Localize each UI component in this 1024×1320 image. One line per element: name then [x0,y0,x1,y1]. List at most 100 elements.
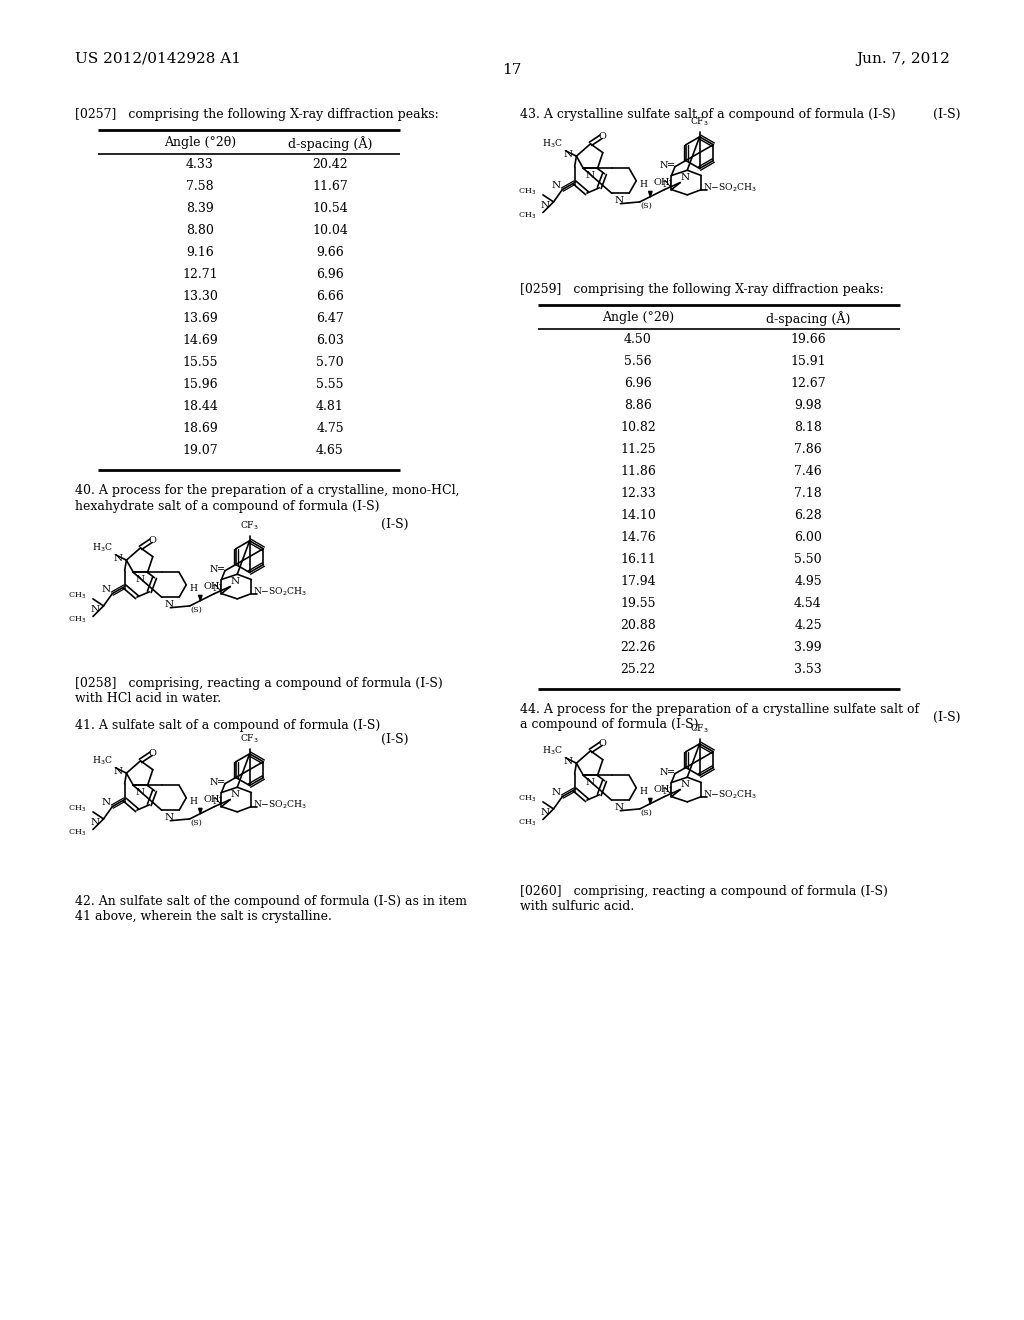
Text: 9.98: 9.98 [795,399,822,412]
Text: CH$_3$: CH$_3$ [68,803,86,813]
Text: N: N [213,797,222,805]
Text: 8.86: 8.86 [624,399,652,412]
Text: [0258]   comprising, reacting a compound of formula (I-S): [0258] comprising, reacting a compound o… [75,677,442,690]
Text: d-spacing (Å): d-spacing (Å) [766,312,850,326]
Text: O: O [148,750,157,758]
Text: N: N [135,576,144,585]
Text: 12.71: 12.71 [182,268,218,281]
Text: N: N [663,787,672,796]
Text: 7.46: 7.46 [795,465,822,478]
Text: CH$_3$: CH$_3$ [68,590,86,601]
Text: H$_3$C: H$_3$C [542,137,562,150]
Text: (S): (S) [641,202,652,210]
Text: N$\!\!=$: N$\!\!=$ [658,767,675,777]
Text: N$\!\!=$: N$\!\!=$ [209,564,225,574]
Text: O: O [148,536,157,545]
Text: 10.04: 10.04 [312,224,348,238]
Polygon shape [199,808,202,813]
Text: 43. A crystalline sulfate salt of a compound of formula (I-S): 43. A crystalline sulfate salt of a comp… [520,108,896,121]
Text: d-spacing (Å): d-spacing (Å) [288,136,372,150]
Text: [0257]   comprising the following X-ray diffraction peaks:: [0257] comprising the following X-ray di… [75,108,438,121]
Text: O: O [599,739,607,748]
Text: 3.53: 3.53 [795,663,822,676]
Text: 7.18: 7.18 [795,487,822,500]
Text: 12.67: 12.67 [791,378,825,389]
Text: N$\!\!=$: N$\!\!=$ [209,776,225,788]
Text: N: N [564,150,572,158]
Text: OH: OH [204,795,220,804]
Text: (I-S): (I-S) [381,733,408,746]
Text: N: N [552,788,560,797]
Text: N: N [615,803,624,812]
Text: 15.91: 15.91 [791,355,825,368]
Text: [0260]   comprising, reacting a compound of formula (I-S): [0260] comprising, reacting a compound o… [520,884,888,898]
Text: hexahydrate salt of a compound of formula (I-S): hexahydrate salt of a compound of formul… [75,500,380,513]
Text: N: N [552,181,560,190]
Text: CH$_3$: CH$_3$ [518,211,536,222]
Text: 44. A process for the preparation of a crystalline sulfate salt of: 44. A process for the preparation of a c… [520,704,920,715]
Text: 18.69: 18.69 [182,422,218,436]
Text: CF$_3$: CF$_3$ [241,733,259,744]
Text: N: N [101,585,111,594]
Text: a compound of formula (I-S): a compound of formula (I-S) [520,718,698,731]
Text: CH$_3$: CH$_3$ [518,818,536,828]
Text: 4.33: 4.33 [186,158,214,172]
Text: 22.26: 22.26 [621,642,655,653]
Text: N: N [541,201,550,210]
Text: 6.96: 6.96 [624,378,652,389]
Text: 16.11: 16.11 [621,553,656,566]
Text: 8.18: 8.18 [794,421,822,434]
Text: N: N [230,789,240,799]
Text: 41. A sulfate salt of a compound of formula (I-S): 41. A sulfate salt of a compound of form… [75,719,380,733]
Text: N$-$SO$_2$CH$_3$: N$-$SO$_2$CH$_3$ [703,182,758,194]
Text: 6.66: 6.66 [316,290,344,304]
Text: with HCl acid in water.: with HCl acid in water. [75,692,221,705]
Text: H$_3$C: H$_3$C [91,755,113,767]
Text: N: N [680,173,689,182]
Text: CF$_3$: CF$_3$ [241,520,259,532]
Text: 19.55: 19.55 [621,597,655,610]
Text: US 2012/0142928 A1: US 2012/0142928 A1 [75,51,241,66]
Text: 20.88: 20.88 [621,619,656,632]
Text: N: N [165,813,174,822]
Text: 14.10: 14.10 [621,510,656,521]
Text: 8.39: 8.39 [186,202,214,215]
Text: H: H [189,797,198,805]
Text: 11.67: 11.67 [312,180,348,193]
Text: 17: 17 [503,63,521,77]
Text: 10.82: 10.82 [621,421,656,434]
Text: 4.75: 4.75 [316,422,344,436]
Text: N$-$SO$_2$CH$_3$: N$-$SO$_2$CH$_3$ [253,586,307,598]
Text: 3.99: 3.99 [795,642,822,653]
Text: 17.94: 17.94 [621,576,655,587]
Text: 41 above, wherein the salt is crystalline.: 41 above, wherein the salt is crystallin… [75,909,332,923]
Text: N: N [541,808,550,817]
Text: CH$_3$: CH$_3$ [68,615,86,626]
Text: 4.25: 4.25 [795,619,822,632]
Text: N: N [165,599,174,609]
Text: 8.80: 8.80 [186,224,214,238]
Text: 5.56: 5.56 [625,355,652,368]
Text: CH$_3$: CH$_3$ [518,186,536,197]
Text: Angle (°2θ): Angle (°2θ) [164,136,237,149]
Text: 14.69: 14.69 [182,334,218,347]
Text: 12.33: 12.33 [621,487,656,500]
Text: N: N [585,777,594,787]
Text: 15.55: 15.55 [182,356,218,370]
Text: CH$_3$: CH$_3$ [518,793,536,804]
Text: 5.50: 5.50 [795,553,822,566]
Text: CF$_3$: CF$_3$ [690,722,709,735]
Text: 9.66: 9.66 [316,246,344,259]
Text: H$_3$C: H$_3$C [91,541,113,554]
Text: N: N [564,756,572,766]
Text: OH: OH [654,178,671,187]
Text: (I-S): (I-S) [381,517,408,531]
Text: 25.22: 25.22 [621,663,655,676]
Text: H: H [639,180,647,189]
Text: 4.95: 4.95 [795,576,822,587]
Polygon shape [199,595,202,601]
Text: N: N [114,554,123,562]
Text: (I-S): (I-S) [933,108,961,121]
Text: 4.50: 4.50 [624,333,652,346]
Text: N: N [101,797,111,807]
